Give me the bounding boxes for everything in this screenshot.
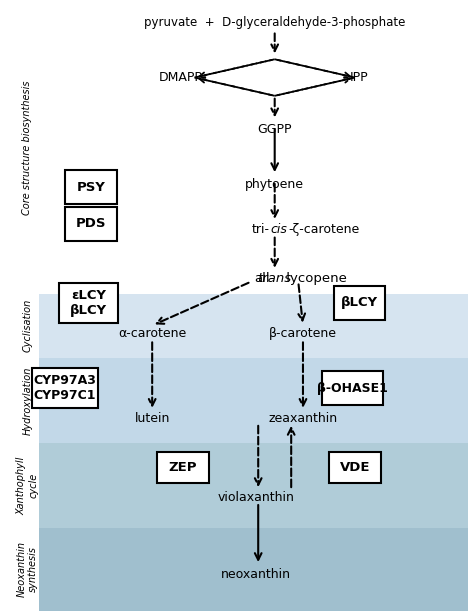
- FancyBboxPatch shape: [65, 171, 117, 204]
- FancyBboxPatch shape: [65, 207, 117, 241]
- Text: CYP97A3
CYP97C1: CYP97A3 CYP97C1: [34, 375, 96, 402]
- Text: βLCY: βLCY: [341, 296, 378, 310]
- FancyBboxPatch shape: [39, 1, 468, 294]
- Text: DMAPP: DMAPP: [158, 71, 202, 84]
- FancyBboxPatch shape: [32, 368, 98, 408]
- Text: neoxanthin: neoxanthin: [221, 567, 291, 581]
- FancyBboxPatch shape: [157, 452, 209, 483]
- Text: tri-: tri-: [252, 223, 270, 236]
- Text: Neoxanthin
synthesis: Neoxanthin synthesis: [17, 542, 38, 597]
- Text: α-carotene: α-carotene: [118, 327, 186, 340]
- FancyBboxPatch shape: [39, 528, 468, 611]
- FancyBboxPatch shape: [39, 443, 468, 528]
- FancyBboxPatch shape: [59, 283, 118, 323]
- Text: IPP: IPP: [350, 71, 369, 84]
- Text: lycopene: lycopene: [283, 272, 347, 285]
- Text: pyruvate  +  D-glyceraldehyde-3-phosphate: pyruvate + D-glyceraldehyde-3-phosphate: [144, 16, 405, 29]
- Text: violaxanthin: violaxanthin: [218, 491, 294, 504]
- Text: β-carotene: β-carotene: [269, 327, 337, 340]
- FancyBboxPatch shape: [39, 358, 468, 443]
- Text: PSY: PSY: [76, 181, 105, 194]
- Text: lutein: lutein: [135, 412, 170, 425]
- Text: εLCY
βLCY: εLCY βLCY: [70, 289, 107, 317]
- Text: Xanthophyll
cycle: Xanthophyll cycle: [17, 457, 38, 515]
- Text: zeaxanthin: zeaxanthin: [268, 412, 337, 425]
- FancyBboxPatch shape: [334, 286, 385, 319]
- FancyBboxPatch shape: [39, 294, 468, 358]
- Text: -ζ-carotene: -ζ-carotene: [289, 223, 360, 236]
- Text: β-OHASE1: β-OHASE1: [317, 382, 388, 395]
- Text: Core structure biosynthesis: Core structure biosynthesis: [22, 80, 32, 215]
- Text: PDS: PDS: [76, 217, 106, 230]
- FancyBboxPatch shape: [322, 371, 383, 405]
- Text: VDE: VDE: [339, 461, 370, 474]
- Text: trans: trans: [258, 272, 292, 285]
- Text: cis: cis: [270, 223, 287, 236]
- Text: Cyclisation: Cyclisation: [22, 299, 32, 353]
- Text: GGPP: GGPP: [257, 123, 292, 136]
- Text: Hydroxylation: Hydroxylation: [22, 366, 32, 435]
- Text: ZEP: ZEP: [169, 461, 197, 474]
- Text: all-: all-: [255, 272, 275, 285]
- FancyBboxPatch shape: [329, 452, 381, 483]
- Text: phytoene: phytoene: [245, 177, 304, 191]
